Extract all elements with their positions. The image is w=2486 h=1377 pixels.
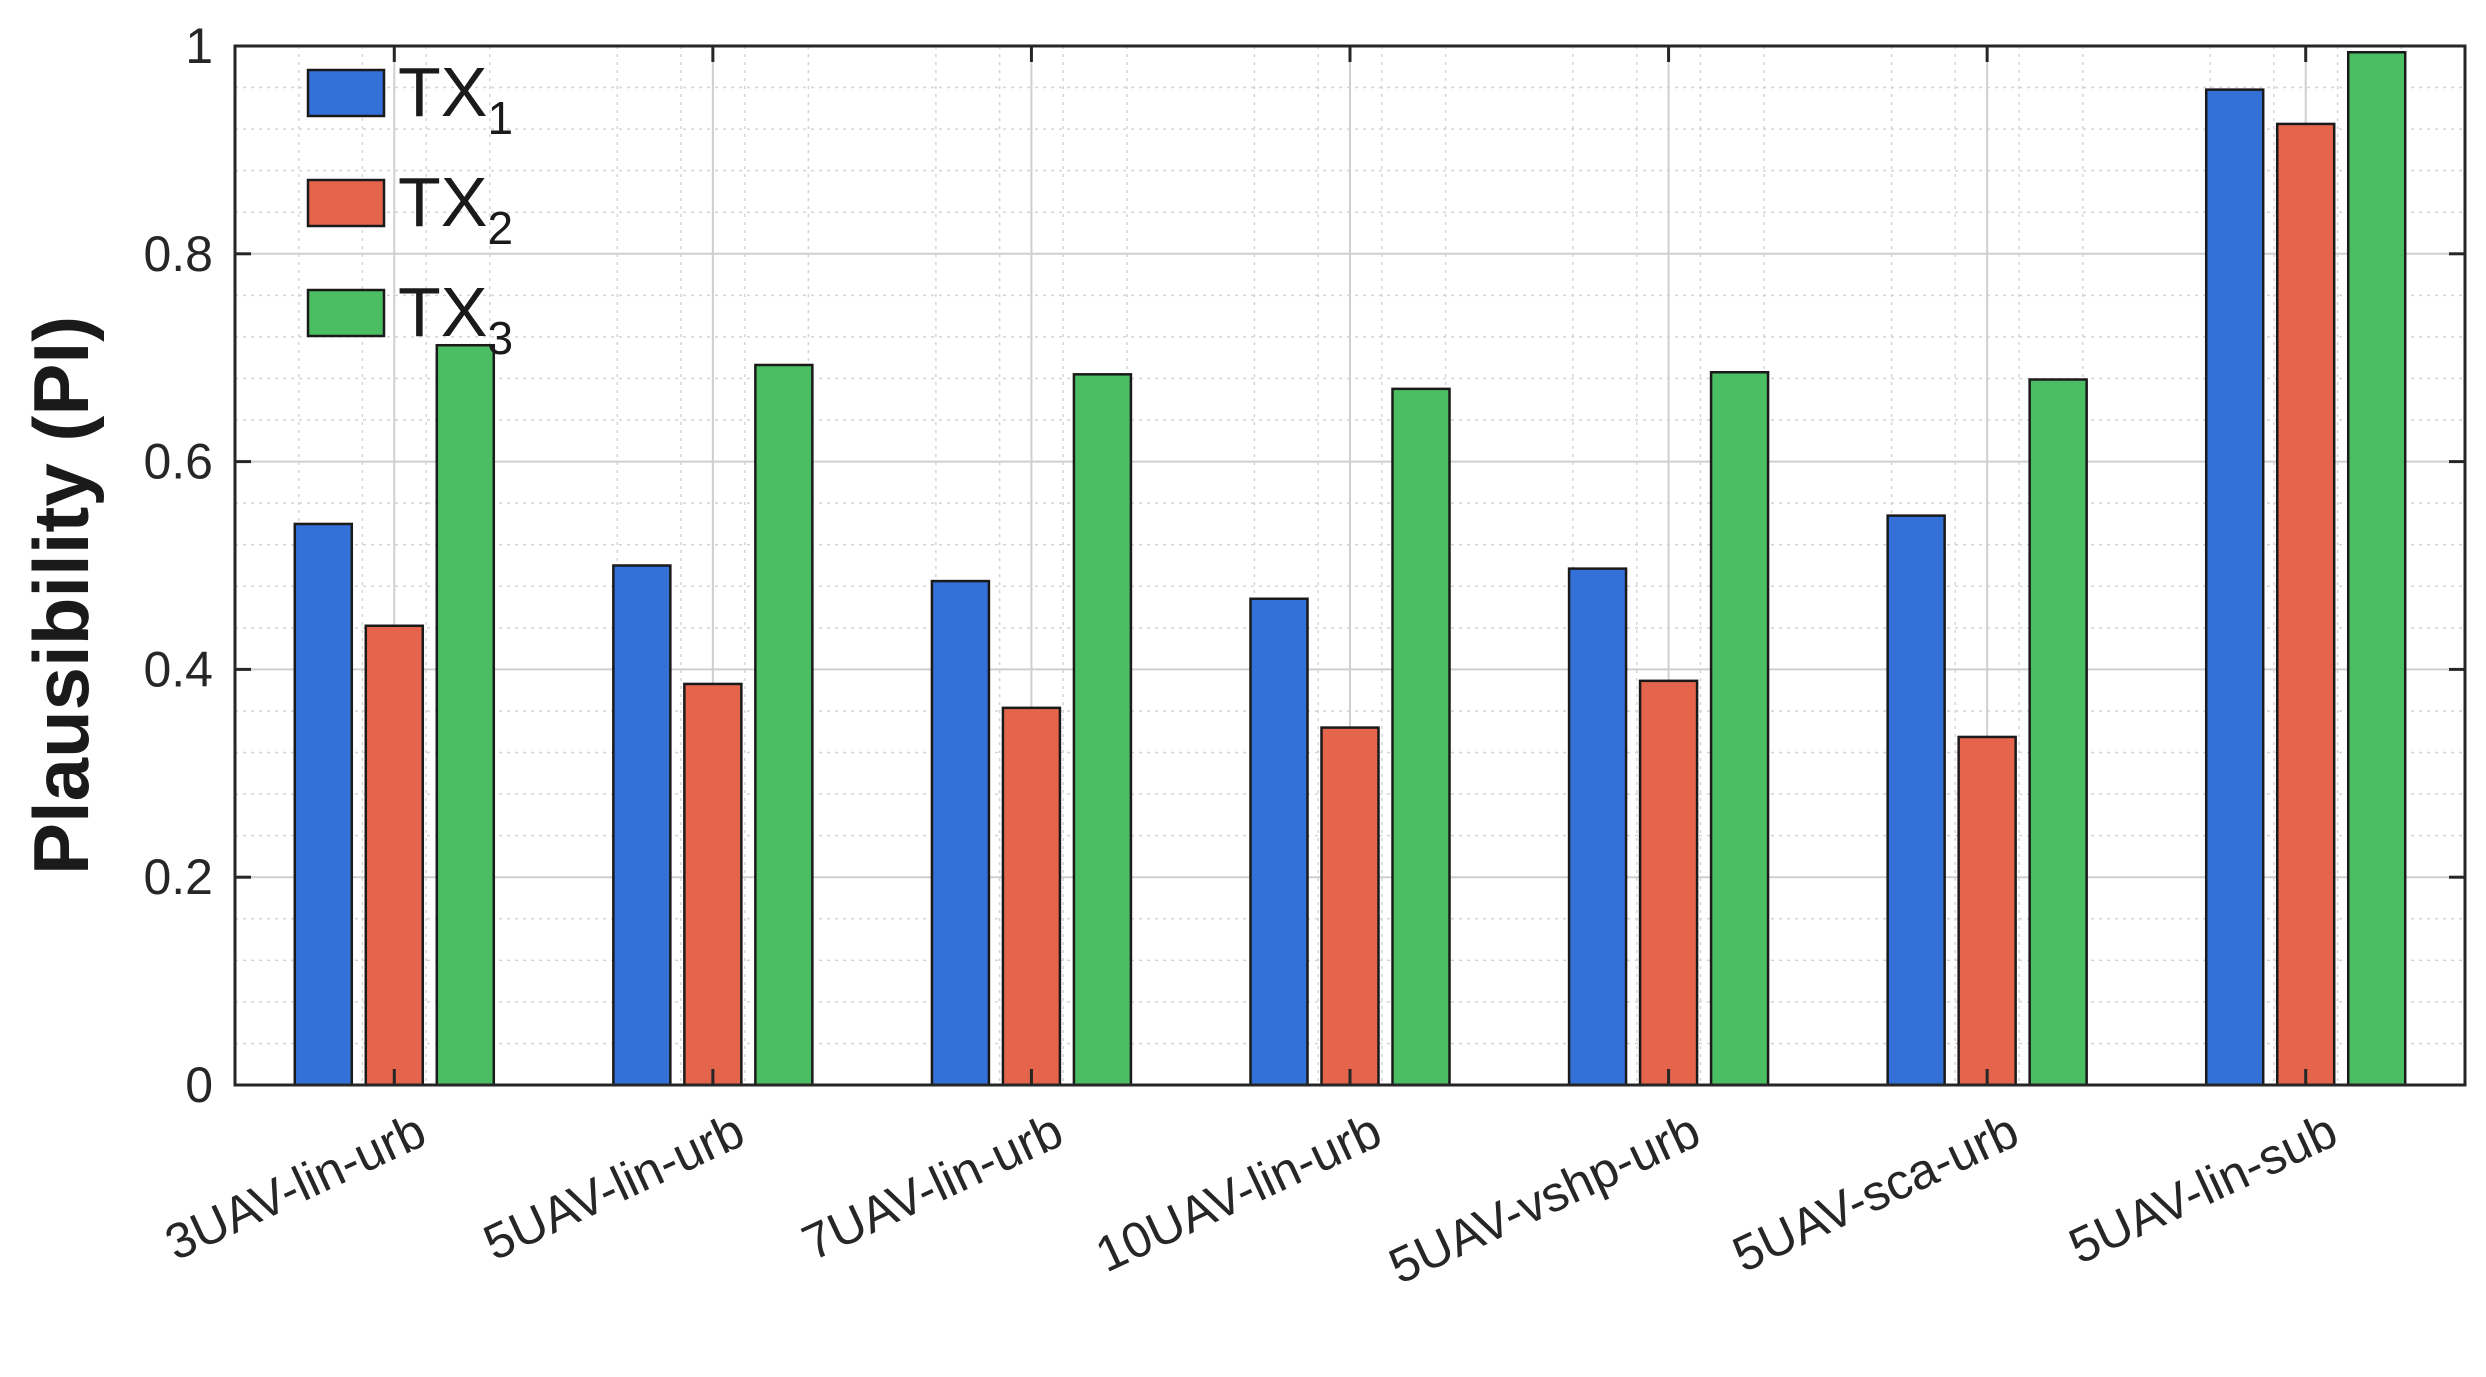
y-tick-label: 0.2	[143, 849, 213, 905]
bar-tx2-3uav-lin-urb	[364, 624, 425, 1087]
bar-tx1-5uav-lin-sub	[2204, 88, 2265, 1087]
bar-tx2-5uav-lin-urb	[683, 682, 743, 1087]
legend-swatch-tx2	[306, 178, 386, 228]
y-tick-label: 0.8	[143, 226, 213, 282]
bar-tx1-5uav-sca-urb	[1886, 514, 1946, 1087]
bar-tx2-5uav-vshp-urb	[1638, 679, 1699, 1087]
bar-tx2-7uav-lin-urb	[1001, 706, 1062, 1087]
bars	[293, 50, 2407, 1087]
y-axis-label: Plausibility (PI)	[17, 316, 105, 875]
bar-tx3-5uav-lin-urb	[754, 363, 814, 1087]
bar-tx3-3uav-lin-urb	[435, 343, 496, 1087]
legend-label-tx1: TX1	[398, 53, 513, 144]
bar-tx2-5uav-sca-urb	[1957, 735, 2017, 1087]
bar-tx1-5uav-vshp-urb	[1567, 567, 1628, 1087]
legend-swatch-tx3	[306, 288, 386, 338]
bar-tx3-7uav-lin-urb	[1072, 373, 1133, 1087]
bar-tx3-5uav-vshp-urb	[1709, 370, 1770, 1087]
legend-label-tx2: TX2	[398, 163, 513, 254]
bar-tx2-10uav-lin-urb	[1320, 726, 1380, 1087]
bar-tx3-5uav-lin-sub	[2346, 50, 2407, 1087]
bar-tx2-5uav-lin-sub	[2275, 122, 2336, 1087]
axis-ticks	[235, 44, 2465, 1087]
legend-label-tx3: TX3	[398, 273, 513, 364]
y-tick-label: 0	[185, 1057, 213, 1113]
x-category-label: 5UAV-lin-urb	[475, 1102, 752, 1271]
y-tick-labels: 0 0.2 0.4 0.6 0.8 1	[143, 18, 213, 1113]
x-category-label: 7UAV-lin-urb	[794, 1102, 1071, 1271]
bar-tx1-5uav-lin-urb	[612, 564, 672, 1087]
x-category-label: 10UAV-lin-urb	[1087, 1102, 1389, 1283]
x-category-labels: 3UAV-lin-urb 5UAV-lin-urb 7UAV-lin-urb 10UA…	[157, 1102, 2346, 1294]
bar-tx3-5uav-sca-urb	[2028, 378, 2088, 1087]
y-tick-label: 0.4	[143, 641, 213, 697]
y-tick-label: 1	[185, 18, 213, 74]
x-category-label: 5UAV-vshp-urb	[1381, 1102, 1709, 1294]
legend: TX1 TX2 TX3	[306, 53, 513, 364]
y-tick-label: 0.6	[143, 434, 213, 490]
bar-tx3-10uav-lin-urb	[1391, 387, 1451, 1087]
bar-tx1-7uav-lin-urb	[930, 579, 991, 1087]
x-category-label: 5UAV-lin-sub	[2061, 1102, 2346, 1275]
x-category-label: 3UAV-lin-urb	[157, 1102, 434, 1271]
legend-swatch-tx1	[306, 68, 386, 118]
x-category-label: 5UAV-sca-urb	[1724, 1102, 2026, 1283]
bar-tx1-10uav-lin-urb	[1249, 597, 1309, 1087]
bar-tx1-3uav-lin-urb	[293, 522, 354, 1087]
